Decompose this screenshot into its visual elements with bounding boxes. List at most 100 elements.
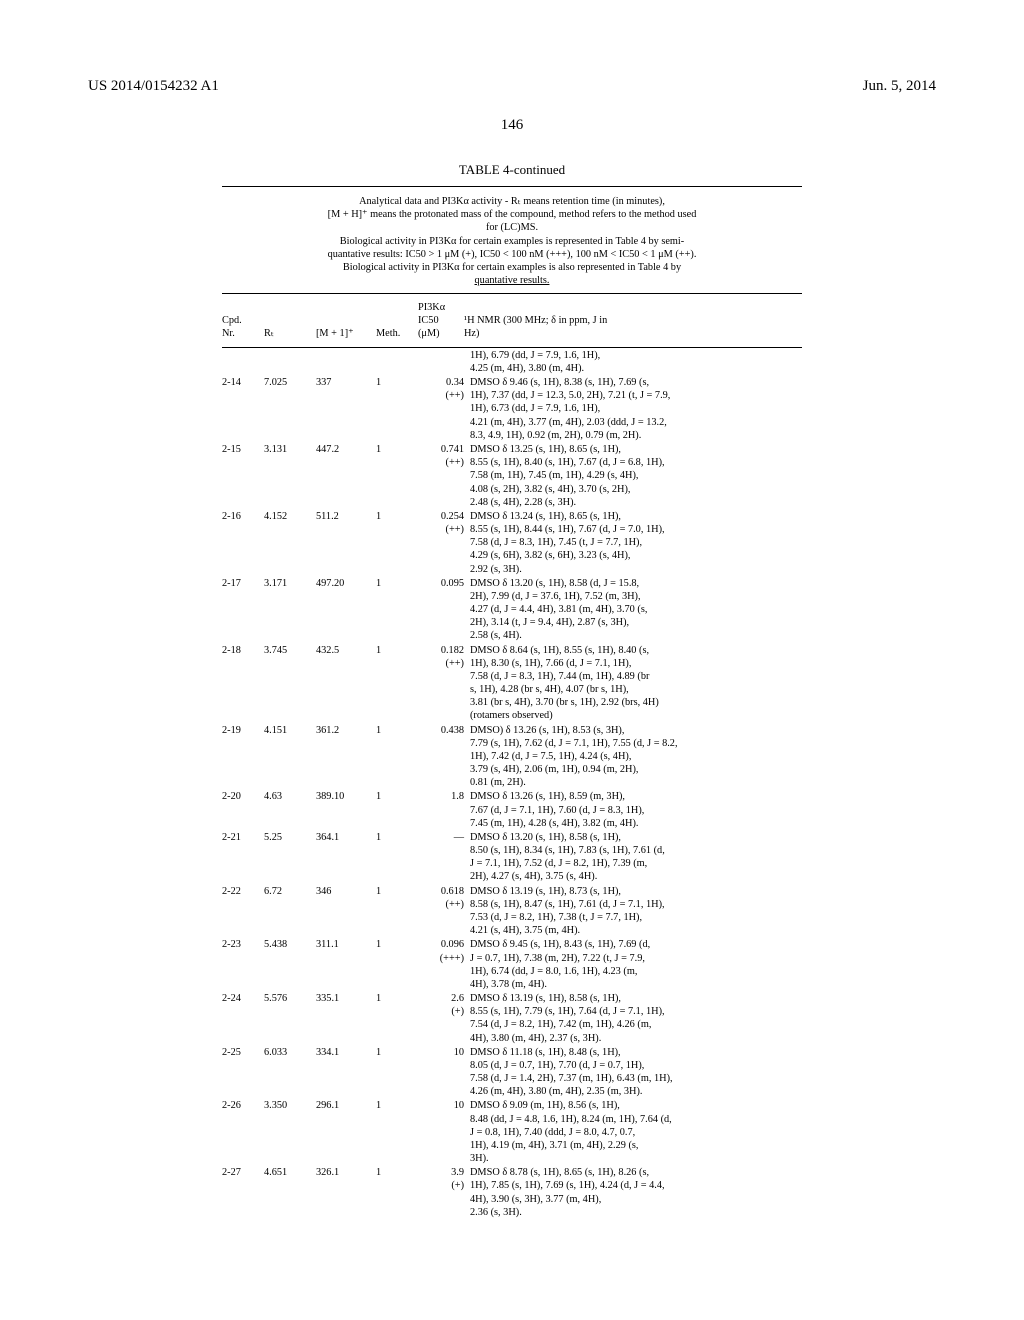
table-row: 2-245.576335.112.6(+)DMSO δ 13.19 (s, 1H… [222, 991, 802, 1045]
cell-cpd: 2-19 [222, 724, 264, 790]
ic50-line: 0.254 [418, 510, 464, 523]
nmr-line: DMSO δ 9.46 (s, 1H), 8.38 (s, 1H), 7.69 … [470, 376, 802, 389]
ic50-line: (++) [418, 456, 464, 469]
cell-nmr: DMSO δ 8.64 (s, 1H), 8.55 (s, 1H), 8.40 … [470, 644, 802, 723]
cell-nmr: DMSO δ 13.26 (s, 1H), 8.59 (m, 3H),7.67 … [470, 790, 802, 830]
nmr-line: J = 0.7, 1H), 7.38 (m, 2H), 7.22 (t, J =… [470, 952, 802, 965]
cell-rt: 3.350 [264, 1099, 316, 1165]
nmr-line: 3.79 (s, 4H), 2.06 (m, 1H), 0.94 (m, 2H)… [470, 763, 802, 776]
cell-m1: 497.20 [316, 577, 376, 643]
nmr-line: 2.36 (s, 3H). [470, 1206, 802, 1219]
nmr-line: 1H), 7.85 (s, 1H), 7.69 (s, 1H), 4.24 (d… [470, 1179, 802, 1192]
table-row: 2-274.651326.113.9(+)DMSO δ 8.78 (s, 1H)… [222, 1165, 802, 1219]
cell-meth: 1 [376, 992, 418, 1045]
cell-nmr: DMSO δ 13.25 (s, 1H), 8.65 (s, 1H),8.55 … [470, 443, 802, 509]
nmr-line: 1H), 6.74 (dd, J = 8.0, 1.6, 1H), 4.23 (… [470, 965, 802, 978]
cell-m1: 326.1 [316, 1166, 376, 1219]
cell-ic50: 0.438 [418, 724, 470, 790]
nmr-line: 8.55 (s, 1H), 7.79 (s, 1H), 7.64 (d, J =… [470, 1005, 802, 1018]
nmr-line: DMSO δ 13.24 (s, 1H), 8.65 (s, 1H), [470, 510, 802, 523]
nmr-line: 7.54 (d, J = 8.2, 1H), 7.42 (m, 1H), 4.2… [470, 1018, 802, 1031]
table-4-continued: Analytical data and PI3Kα activity - Rₜ … [222, 186, 802, 1219]
ic50-line: 0.438 [418, 724, 464, 737]
cell-cpd: 2-23 [222, 938, 264, 991]
cell-meth: 1 [376, 577, 418, 643]
nmr-line: DMSO δ 13.26 (s, 1H), 8.59 (m, 3H), [470, 790, 802, 803]
nmr-line: 2H), 4.27 (s, 4H), 3.75 (s, 4H). [470, 870, 802, 883]
nmr-line: DMSO δ 11.18 (s, 1H), 8.48 (s, 1H), [470, 1046, 802, 1059]
cell-m1: 364.1 [316, 831, 376, 884]
nmr-line: 7.58 (m, 1H), 7.45 (m, 1H), 4.29 (s, 4H)… [470, 469, 802, 482]
cell-m1: 361.2 [316, 724, 376, 790]
cell-m1: 346 [316, 885, 376, 938]
cell-nmr: DMSO δ 8.78 (s, 1H), 8.65 (s, 1H), 8.26 … [470, 1166, 802, 1219]
table-row: 2-263.350296.1110DMSO δ 9.09 (m, 1H), 8.… [222, 1098, 802, 1165]
table-row: 2-153.131447.210.741(++)DMSO δ 13.25 (s,… [222, 442, 802, 509]
nmr-line: s, 1H), 4.28 (br s, 4H), 4.07 (br s, 1H)… [470, 683, 802, 696]
cell-cpd: 2-24 [222, 992, 264, 1045]
nmr-line: 7.53 (d, J = 8.2, 1H), 7.38 (t, J = 7.7,… [470, 911, 802, 924]
nmr-line: 8.05 (d, J = 0.7, 1H), 7.70 (d, J = 0.7,… [470, 1059, 802, 1072]
nmr-line: 2.58 (s, 4H). [470, 629, 802, 642]
cell-rt: 4.152 [264, 510, 316, 576]
nmr-line: 4H), 3.78 (m, 4H). [470, 978, 802, 991]
cell-m1: 389.10 [316, 790, 376, 830]
nmr-line: 0.81 (m, 2H). [470, 776, 802, 789]
ic50-line: 3.9 [418, 1166, 464, 1179]
ic50-line: 1.8 [418, 790, 464, 803]
cell-cpd: 2-26 [222, 1099, 264, 1165]
table-column-headers: Cpd.Nr. Rₜ [M + 1]⁺ Meth. PI3KαIC50(μM) … [222, 294, 802, 347]
ic50-line: (+) [418, 1005, 464, 1018]
cell-cpd: 2-16 [222, 510, 264, 576]
cell-cpd: 2-21 [222, 831, 264, 884]
col-header-nmr: ¹H NMR (300 MHz; δ in ppm, J inHz) [464, 315, 802, 341]
cell-nmr: DMSO δ 9.09 (m, 1H), 8.56 (s, 1H),8.48 (… [470, 1099, 802, 1165]
nmr-line: DMSO δ 13.20 (s, 1H), 8.58 (s, 1H), [470, 831, 802, 844]
col-header-m1: [M + 1]⁺ [316, 328, 376, 341]
nmr-line: 1H), 6.79 (dd, J = 7.9, 1.6, 1H), [470, 349, 802, 362]
cell-m1: 511.2 [316, 510, 376, 576]
nmr-line: 7.79 (s, 1H), 7.62 (d, J = 7.1, 1H), 7.5… [470, 737, 802, 750]
cell-cpd: 2-18 [222, 644, 264, 723]
cell-meth: 1 [376, 938, 418, 991]
nmr-line: DMSO δ 13.25 (s, 1H), 8.65 (s, 1H), [470, 443, 802, 456]
nmr-line: J = 7.1, 1H), 7.52 (d, J = 8.2, 1H), 7.3… [470, 857, 802, 870]
nmr-line: 8.50 (s, 1H), 8.34 (s, 1H), 7.83 (s, 1H)… [470, 844, 802, 857]
nmr-line: 1H), 4.19 (m, 4H), 3.71 (m, 4H), 2.29 (s… [470, 1139, 802, 1152]
cell-meth: 1 [376, 885, 418, 938]
ic50-line: 10 [418, 1046, 464, 1059]
cell-rt: 6.033 [264, 1046, 316, 1099]
ic50-line: 0.34 [418, 376, 464, 389]
nmr-line: 1H), 6.73 (dd, J = 7.9, 1.6, 1H), [470, 402, 802, 415]
cell-m1: 296.1 [316, 1099, 376, 1165]
cell-m1: 311.1 [316, 938, 376, 991]
cell-rt: 4.651 [264, 1166, 316, 1219]
nmr-line: DMSO δ 8.64 (s, 1H), 8.55 (s, 1H), 8.40 … [470, 644, 802, 657]
cell-nmr: DMSO δ 9.46 (s, 1H), 8.38 (s, 1H), 7.69 … [470, 376, 802, 442]
table-row: 2-204.63389.1011.8DMSO δ 13.26 (s, 1H), … [222, 789, 802, 830]
cell-ic50: — [418, 831, 470, 884]
ic50-line: 0.741 [418, 443, 464, 456]
nmr-line: 7.58 (d, J = 8.3, 1H), 7.45 (t, J = 7.7,… [470, 536, 802, 549]
nmr-line: 2H), 7.99 (d, J = 37.6, 1H), 7.52 (m, 3H… [470, 590, 802, 603]
cell-ic50: 0.182(++) [418, 644, 470, 723]
nmr-line: 8.55 (s, 1H), 8.40 (s, 1H), 7.67 (d, J =… [470, 456, 802, 469]
publication-number: US 2014/0154232 A1 [88, 78, 219, 95]
nmr-line: DMSO δ 9.09 (m, 1H), 8.56 (s, 1H), [470, 1099, 802, 1112]
table-row: 2-164.152511.210.254(++)DMSO δ 13.24 (s,… [222, 509, 802, 576]
nmr-line: 1H), 8.30 (s, 1H), 7.66 (d, J = 7.1, 1H)… [470, 657, 802, 670]
nmr-line: J = 0.8, 1H), 7.40 (ddd, J = 8.0, 4.7, 0… [470, 1126, 802, 1139]
table-row: 2-173.171497.2010.095DMSO δ 13.20 (s, 1H… [222, 576, 802, 643]
nmr-line: 1H), 7.42 (d, J = 7.5, 1H), 4.24 (s, 4H)… [470, 750, 802, 763]
caption-line: quantative results. [475, 275, 550, 286]
cell-rt: 6.72 [264, 885, 316, 938]
cell-ic50: 0.096(+++) [418, 938, 470, 991]
cell-cpd: 2-20 [222, 790, 264, 830]
ic50-line: 10 [418, 1099, 464, 1112]
cell-rt: 5.438 [264, 938, 316, 991]
page-header: US 2014/0154232 A1 Jun. 5, 2014 [88, 78, 936, 95]
caption-line: Biological activity in PI3Kα for certain… [340, 236, 684, 247]
caption-line: quantative results: IC50 > 1 μM (+), IC5… [328, 249, 697, 260]
table-caption: Analytical data and PI3Kα activity - Rₜ … [222, 189, 802, 293]
cell-cpd: 2-25 [222, 1046, 264, 1099]
